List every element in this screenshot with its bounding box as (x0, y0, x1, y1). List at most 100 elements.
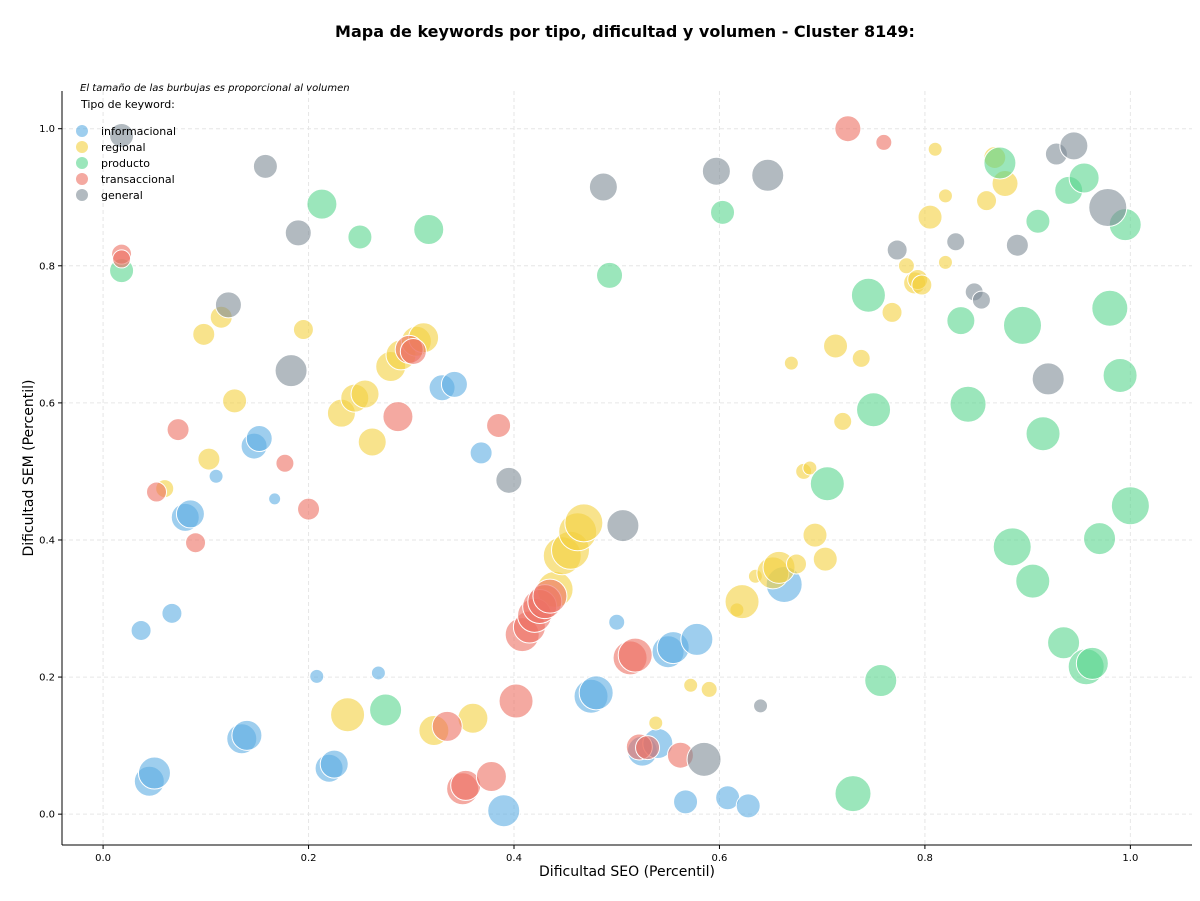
legend-label-informacional: informacional (101, 125, 176, 138)
bubbles (109, 115, 1150, 828)
legend-label-transaccional: transaccional (101, 173, 175, 186)
bubble-producto (856, 392, 892, 428)
bubble-transaccional (112, 249, 132, 269)
bubble-informacional (440, 370, 468, 398)
legend-marker-transaccional (76, 173, 88, 185)
y-tick-label: 1.0 (39, 124, 55, 135)
bubble-regional (192, 322, 216, 346)
bubble-general (1059, 131, 1089, 161)
bubble-producto (710, 199, 736, 225)
bubble-regional (812, 546, 838, 572)
bubble-general (1005, 233, 1029, 257)
bubble-general (751, 158, 785, 192)
legend-title: Tipo de keyword: (80, 98, 175, 111)
bubble-informacional (130, 619, 152, 641)
y-tick-label: 0.2 (39, 673, 55, 684)
bubble-transaccional (399, 337, 427, 365)
bubble-producto (983, 146, 1017, 180)
bubble-general (701, 156, 731, 186)
bubble-producto (1025, 416, 1061, 452)
x-tick-label: 0.6 (712, 853, 728, 864)
bubble-producto (864, 663, 898, 697)
bubble-regional (222, 388, 248, 414)
chart-title: Mapa de keywords por tipo, dificultad y … (335, 22, 915, 41)
legend-marker-regional (76, 141, 88, 153)
bubble-general (588, 172, 618, 202)
bubble-regional (802, 522, 828, 548)
bubble-regional (976, 190, 998, 212)
bubble-regional (700, 680, 718, 698)
bubble-producto (1102, 357, 1138, 393)
bubble-informacional (487, 794, 521, 828)
bubble-transaccional (166, 418, 190, 442)
bubble-regional (911, 274, 933, 296)
bubble-regional (802, 460, 818, 476)
bubble-transaccional (185, 532, 207, 554)
bubble-regional (897, 257, 915, 275)
bubble-general (495, 466, 523, 494)
x-tick-label: 1.0 (1122, 853, 1138, 864)
bubble-producto (1025, 208, 1051, 234)
bubble-general (252, 153, 278, 179)
bubble-transaccional (635, 735, 661, 761)
bubble-general (753, 698, 769, 714)
bubble-regional (937, 188, 953, 204)
legend-label-producto: producto (101, 157, 150, 170)
bubble-transaccional (498, 683, 534, 719)
x-tick-label: 0.4 (506, 853, 522, 864)
bubble-general (274, 354, 308, 388)
legend: Tipo de keyword: informacional regional pr… (76, 98, 176, 202)
bubble-informacional (161, 602, 183, 624)
bubble-regional (851, 348, 871, 368)
bubble-transaccional (146, 481, 168, 503)
bubble-general (109, 123, 135, 149)
x-tick-label: 0.2 (301, 853, 317, 864)
axes: 0.0 0.2 0.4 0.6 0.8 1.0 0.0 0.2 0.4 0.6 0.8 1.0 (39, 91, 1192, 864)
bubble-general (971, 290, 991, 310)
bubble-producto (369, 693, 403, 727)
bubble-producto (1068, 162, 1100, 194)
legend-marker-producto (76, 157, 88, 169)
bubble-informacional (137, 756, 171, 790)
bubble-transaccional (297, 497, 321, 521)
bubble-informacional (673, 789, 699, 815)
bubble-informacional (735, 793, 761, 819)
bubble-informacional (469, 441, 493, 465)
bubble-transaccional (617, 637, 653, 673)
y-tick-label: 0.6 (39, 398, 55, 409)
bubble-regional (197, 447, 221, 471)
bubble-producto (347, 224, 373, 250)
bubble-regional (823, 333, 849, 359)
bubble-regional (833, 411, 853, 431)
bubble-regional (927, 141, 943, 157)
bubble-producto (1047, 626, 1081, 660)
bubble-producto (992, 527, 1032, 567)
bubble-general (284, 219, 312, 247)
bubble-producto (850, 277, 886, 313)
legend-label-general: general (101, 189, 143, 202)
bubble-regional (881, 301, 903, 323)
bubble-regional (683, 677, 699, 693)
bubble-general (946, 232, 966, 252)
bubble-regional (937, 254, 953, 270)
bubble-informacional (175, 499, 205, 529)
bubble-general (606, 509, 640, 543)
bubble-informacional (231, 719, 263, 751)
y-axis-label: Dificultad SEM (Percentil) (21, 380, 37, 557)
legend-marker-general (76, 189, 88, 201)
bubble-regional (917, 204, 943, 230)
bubble-general (214, 291, 242, 319)
bubble-informacional (319, 749, 349, 779)
bubble-producto (946, 306, 976, 336)
x-tick-label: 0.0 (95, 853, 111, 864)
bubble-regional (724, 584, 760, 620)
bubble-informacional (608, 613, 626, 631)
bubble-general (1088, 188, 1128, 228)
bubble-transaccional (382, 401, 414, 433)
bubble-informacional (208, 468, 224, 484)
y-tick-label: 0.8 (39, 261, 55, 272)
bubble-regional (648, 715, 664, 731)
bubble-transaccional (532, 578, 568, 614)
bubble-regional (350, 379, 380, 409)
